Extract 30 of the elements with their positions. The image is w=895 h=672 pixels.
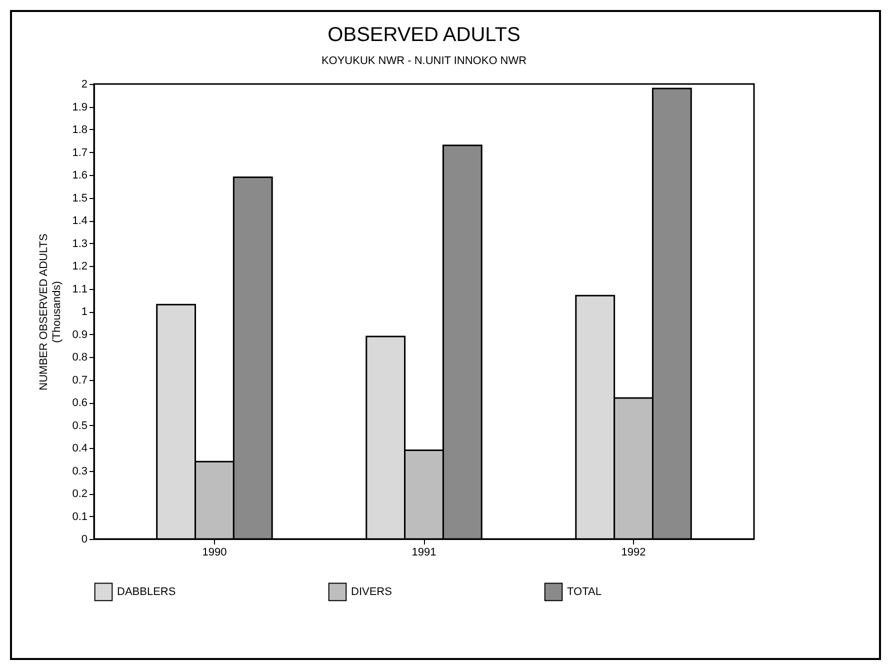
x-tick-label: 1990 (202, 546, 227, 558)
y-tick-label: 1.5 (72, 192, 88, 204)
y-tick-label: 1.4 (72, 215, 88, 227)
x-tick-label: 1992 (621, 546, 646, 558)
y-tick-label: 0 (81, 534, 88, 546)
y-tick-label: 1.1 (72, 283, 88, 296)
y-tick-label: 2 (81, 78, 88, 90)
y-tick-label: 1.2 (72, 260, 88, 272)
y-tick-label: 1.7 (72, 146, 88, 159)
y-tick-label: 1.6 (72, 170, 88, 182)
y-tick-label: 0.5 (72, 420, 88, 432)
chart-title: OBSERVED ADULTS (328, 24, 520, 46)
y-tick-label: 1.9 (72, 101, 88, 114)
y-tick-label: 0.8 (72, 352, 88, 364)
legend-label: DABBLERS (117, 586, 176, 598)
y-tick-label: 0.9 (72, 328, 88, 341)
y-tick-label: 0.6 (72, 397, 88, 409)
y-tick-label: 0.4 (72, 442, 88, 454)
x-tick-label: 1991 (412, 546, 436, 558)
y-tick-label: 0.7 (72, 374, 88, 386)
y-tick-label: 0.3 (72, 465, 88, 478)
legend-label: DIVERS (351, 586, 392, 598)
y-tick-label: 1 (81, 306, 88, 318)
y-tick-label: 1.3 (72, 238, 88, 250)
legend-label: TOTAL (567, 586, 602, 598)
chart-subtitle: KOYUKUK NWR - N.UNIT INNOKO NWR (321, 55, 527, 67)
y-tick-label: 1.8 (72, 124, 88, 136)
y-axis-title: NUMBER OBSERVED ADULTS (Thousands) (38, 234, 64, 390)
y-tick-label: 0.2 (72, 488, 88, 500)
y-tick-label: 0.1 (72, 510, 88, 523)
